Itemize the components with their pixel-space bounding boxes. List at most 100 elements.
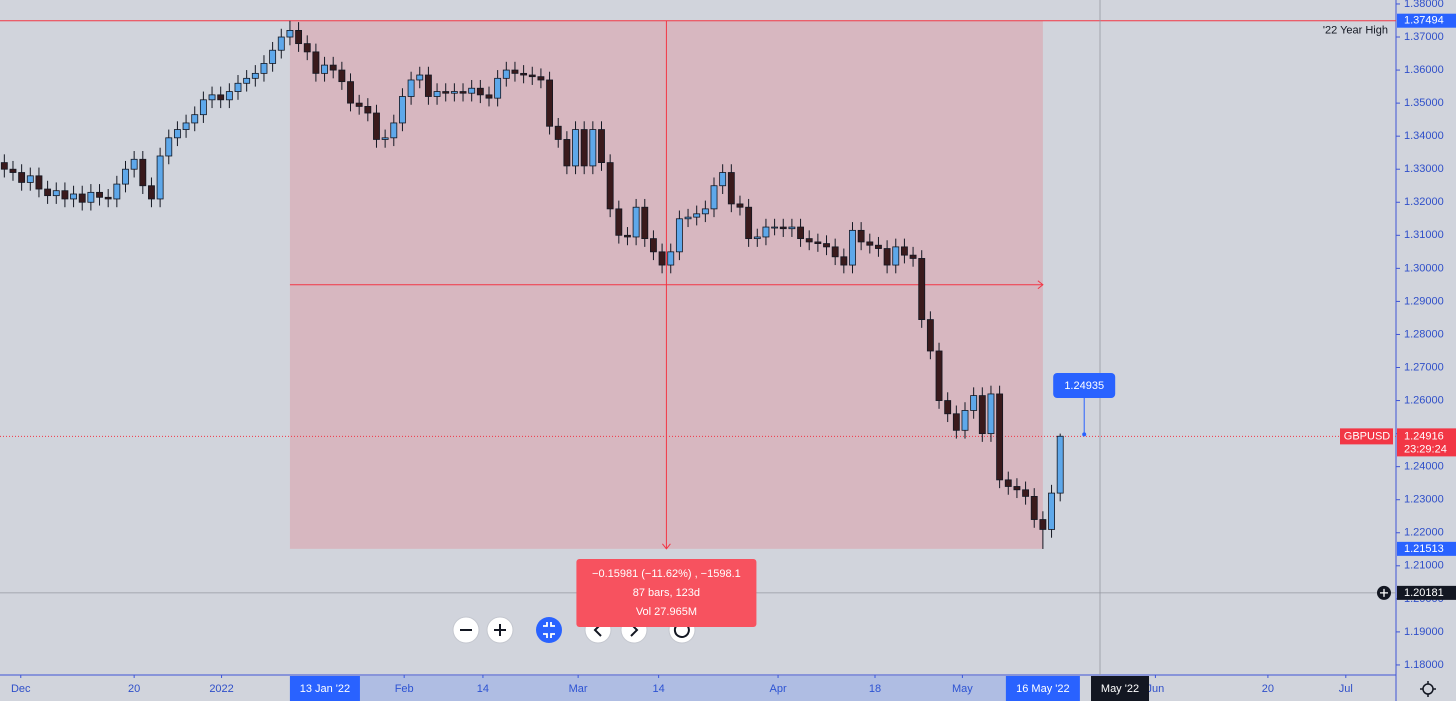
candle-body [675,218,683,253]
candle-body [1030,496,1038,520]
candle-body [70,193,77,200]
candle-body [87,191,95,203]
candle-body [649,238,657,253]
candle-body [823,243,830,248]
candle-body [416,74,424,81]
candle-body [364,106,372,114]
tooltip-price: 1.24935 [1064,380,1104,392]
candle-body [840,256,848,266]
candle-body [243,77,251,84]
candle-body [442,91,450,94]
reset-scale-button[interactable] [536,617,562,643]
x-tick-label: 14 [477,683,489,695]
candle-body [407,79,415,97]
candle-body [875,244,882,249]
candle-body [831,246,839,258]
candle-body [0,162,8,170]
candle-body [234,82,242,92]
candle-body [580,129,588,167]
candle-body [52,190,60,197]
y-tick-label: 1.32000 [1404,196,1444,208]
candle-body [563,139,571,167]
candle-body [857,229,865,243]
tooltip-box [1053,373,1116,398]
candle-body [987,393,995,435]
candle-body [269,49,277,64]
candle-body [61,190,69,200]
candle-body [199,99,207,116]
crosshair-price-bg [1397,585,1456,600]
candle-body [892,246,900,266]
candle-body [286,30,294,38]
y-tick-label: 1.28000 [1404,328,1444,340]
measure-start-date-bg [289,676,360,701]
x-tick-label: 14 [652,683,664,695]
candle-body [606,162,614,210]
candle-body [122,168,129,185]
measure-arrow [1037,280,1044,290]
candle-body [762,226,770,238]
candle-body [338,69,346,83]
candle-body [355,102,363,107]
candle-body [797,226,804,240]
candle-body [1013,486,1021,491]
candle-body [26,175,34,183]
candle-body [165,137,173,157]
candle-body [710,185,718,210]
candle-body [485,94,493,99]
candle-body [814,241,822,244]
candle-body [96,191,103,198]
candle-body [347,81,354,104]
measure-end-date-bg [1005,676,1080,701]
x-tick-label: Mar [569,683,588,695]
x-tick-label: 20 [128,683,140,695]
candle-body [424,74,432,97]
y-tick-label: 1.18000 [1404,659,1444,671]
candle-body [944,400,952,415]
candle-body [217,94,225,101]
candle-body [1056,435,1064,494]
symbol-tag-bg [1340,428,1393,445]
y-tick-label: 1.26000 [1404,394,1444,406]
year-high-label: '22 Year High [1323,25,1388,37]
reset-scale-icon [543,622,555,638]
candle-body [745,206,753,240]
candle-body [312,51,320,74]
candle-body [329,64,337,71]
candle-body [433,91,441,97]
candle-body [303,43,311,53]
candle-body [208,94,216,101]
candle-body [978,395,986,435]
measure-info-text: Vol 27.965M [636,606,697,618]
candle-body [961,410,969,431]
candle-body [935,350,943,401]
y-tick-label: 1.27000 [1404,361,1444,373]
candle-body [849,229,856,266]
y-tick-label: 1.33000 [1404,163,1444,175]
candle-body [191,114,199,124]
candle-body [805,238,813,243]
candle-body [589,129,597,167]
x-tick-label: Apr [769,683,786,695]
candle-body [727,172,735,205]
candle-body [883,248,891,266]
candle-body [381,137,389,140]
y-tick-label: 1.30000 [1404,262,1444,274]
candle-body [182,122,190,130]
candle-body [546,79,554,127]
candle-body [139,158,147,187]
x-tick-label: Jul [1339,683,1353,695]
y-tick-label: 1.35000 [1404,97,1444,109]
x-tick-label: Dec [11,683,31,695]
candle-body [390,122,398,139]
symbol-tag: GBPUSD [1344,430,1391,442]
candle-body [459,91,467,94]
y-tick-label: 1.24000 [1404,461,1444,473]
candle-body [130,158,138,170]
candle-body [598,129,605,164]
candle-body [476,87,484,96]
candle-body [528,74,536,78]
settings-button[interactable] [1420,681,1436,697]
x-tick-label: 18 [869,683,881,695]
